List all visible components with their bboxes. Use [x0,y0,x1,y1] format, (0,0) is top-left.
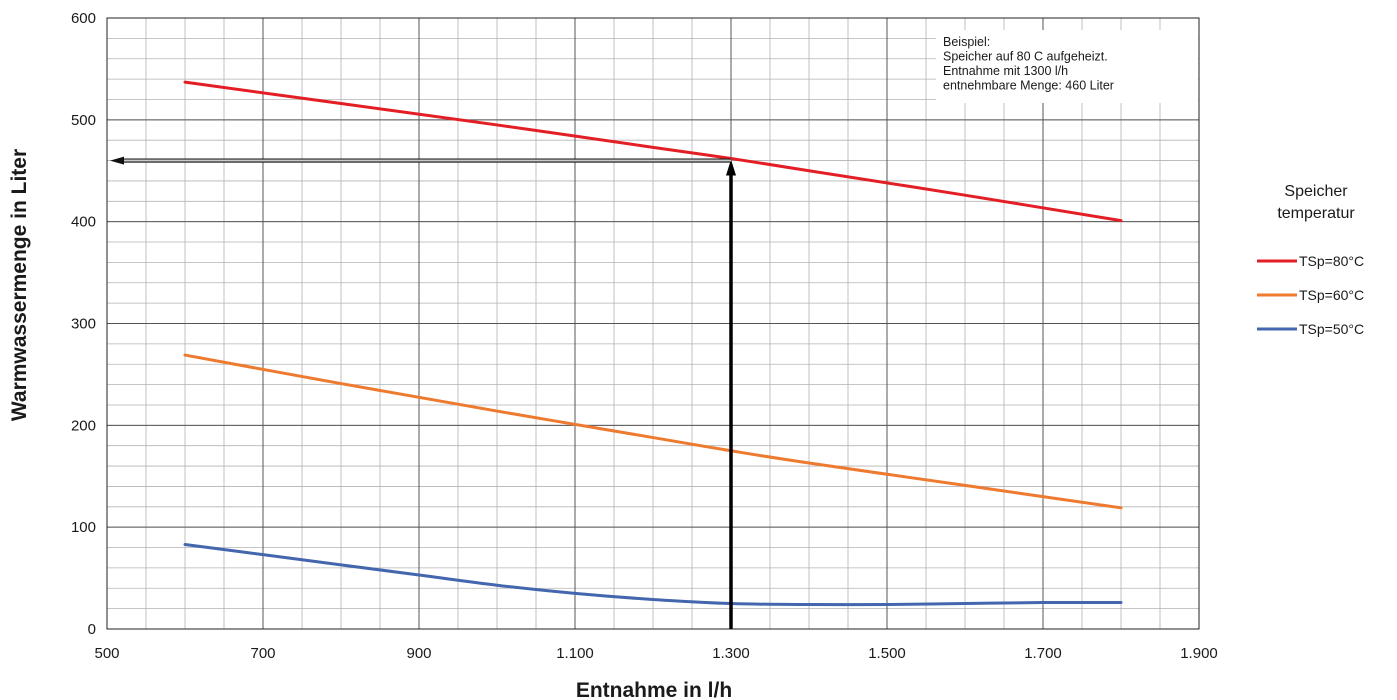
y-tick-label: 500 [71,112,96,129]
legend-title-line: temperatur [1277,205,1355,222]
legend-title-line: Speicher [1284,183,1348,200]
arrow-up-head [726,159,736,176]
example-arrows [110,156,736,629]
x-tick-label: 900 [406,645,431,662]
x-tick-labels: 500 700 900 1.100 1.300 1.500 1.700 1.900 [94,645,1217,662]
y-tick-label: 100 [71,519,96,536]
x-tick-label: 700 [250,645,275,662]
annotation-line: Entnahme mit 1300 l/h [943,64,1068,78]
annotation-text: Beispiel:Speicher auf 80 C aufgeheizt.En… [943,35,1114,93]
annotation-line: Speicher auf 80 C aufgeheizt. [943,50,1108,64]
x-tick-label: 1.500 [868,645,906,662]
series-lines [183,80,1123,607]
x-tick-label: 1.300 [712,645,750,662]
y-tick-labels: 0 100 200 300 400 500 600 [71,10,96,638]
x-axis-title: Entnahme in l/h [576,679,732,700]
y-tick-label: 200 [71,417,96,434]
y-tick-label: 300 [71,316,96,333]
arrow-left-head [110,156,124,165]
annotation-line: entnehmbare Menge: 460 Liter [943,79,1114,93]
x-tick-label: 1.900 [1180,645,1218,662]
y-tick-label: 0 [88,621,96,638]
x-tick-label: 1.700 [1024,645,1062,662]
annotation-line: Beispiel: [943,35,990,49]
legend-label: TSp=50°C [1299,321,1364,337]
series-line-3 [183,542,1123,607]
x-tick-label: 500 [94,645,119,662]
legend-label: TSp=80°C [1299,253,1364,269]
series-line-1 [183,80,1123,223]
plot-frame [106,17,1200,630]
y-tick-label: 600 [71,10,96,27]
y-axis-title: Warmwassermenge in Liter [8,149,31,421]
x-tick-label: 1.100 [556,645,594,662]
legend-label: TSp=60°C [1299,287,1364,303]
series-line-2 [183,353,1123,510]
annotation-box [936,30,1198,103]
y-tick-label: 400 [71,214,96,231]
legend: Speicher temperatur TSp=80°C TSp=60°C TSp=50… [1257,183,1364,337]
